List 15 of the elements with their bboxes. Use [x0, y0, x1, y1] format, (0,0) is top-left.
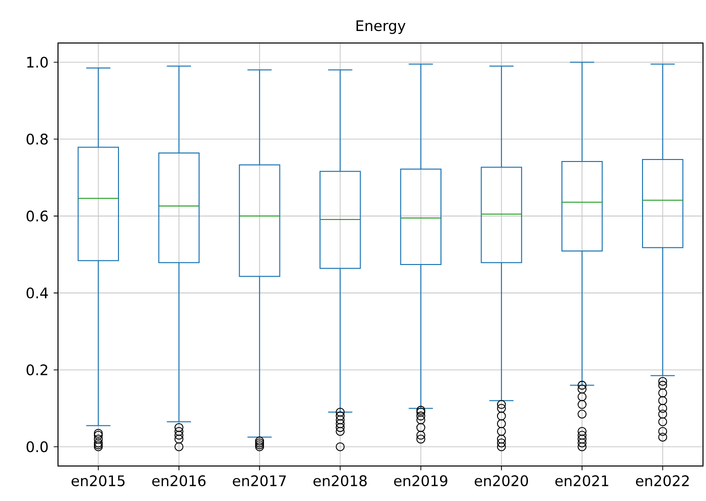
- x-tick-label: en2017: [232, 475, 286, 486]
- y-tick-label: 0.8: [26, 134, 48, 145]
- x-tick-label: en2022: [636, 475, 689, 486]
- x-tick-label: en2018: [313, 475, 367, 486]
- x-tick-label: en2019: [394, 475, 448, 486]
- y-tick-label: 0.4: [26, 287, 48, 298]
- y-tick-label: 0.2: [26, 364, 48, 376]
- x-tick-label: en2015: [72, 475, 125, 486]
- chart-title: Energy: [356, 20, 406, 34]
- y-tick-label: 0.0: [26, 441, 48, 452]
- x-tick-label: en2021: [555, 475, 608, 486]
- y-tick-label: 1.0: [27, 56, 48, 68]
- y-tick-label: 0.6: [26, 210, 48, 222]
- x-tick-label: en2016: [152, 475, 206, 486]
- x-tick-label: en2020: [474, 475, 528, 486]
